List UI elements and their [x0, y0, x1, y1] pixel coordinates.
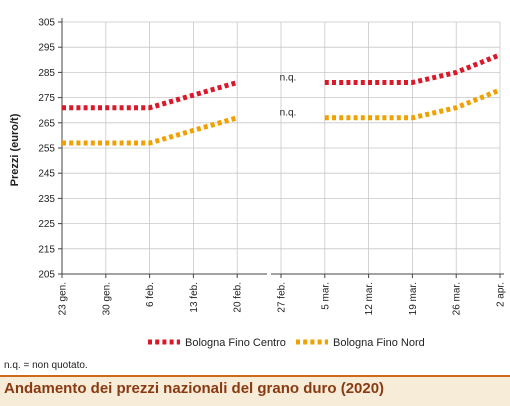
- y-axis-title: Prezzi (euro/t): [9, 113, 21, 186]
- grid: [61, 21, 501, 275]
- x-tick-label: 30 gen.: [101, 282, 112, 315]
- series-line-0: [62, 80, 238, 111]
- y-tick-label: 215: [38, 244, 55, 255]
- series: [62, 52, 501, 146]
- title-bar: Andamento dei prezzi nazionali del grano…: [0, 375, 510, 406]
- footnote: n.q. = non quotato.: [4, 360, 88, 371]
- y-tick-label: 275: [38, 93, 55, 104]
- y-tick-label: 235: [38, 194, 55, 205]
- y-tick-label: 205: [38, 270, 55, 281]
- y-tick-label: 285: [38, 68, 55, 79]
- x-tick-label: 2 apr.: [496, 282, 507, 307]
- y-tick-label: 265: [38, 118, 55, 129]
- nq-annotation: n.q.: [280, 108, 297, 119]
- y-tick-label: 245: [38, 169, 55, 180]
- x-axis-break: [267, 271, 271, 277]
- y-tick-label: 305: [38, 18, 55, 29]
- chart-title: Andamento dei prezzi nazionali del grano…: [4, 380, 385, 397]
- axes: 205 215 225 235 245 255 265 275 285 295 305 23 gen.…: [38, 18, 506, 316]
- y-tick-label: 295: [38, 43, 55, 54]
- legend-label-1: Bologna Fino Nord: [333, 337, 425, 349]
- legend-label-0: Bologna Fino Centro: [185, 337, 286, 349]
- x-tick-label: 23 gen.: [58, 282, 69, 315]
- x-tick-label: 27 feb.: [277, 282, 288, 313]
- series-line-1: [324, 87, 501, 121]
- x-tick-label: 5 mar.: [320, 282, 331, 310]
- series-line-0: [324, 52, 501, 85]
- y-tick-label: 225: [38, 219, 55, 230]
- x-tick-label: 6 feb.: [145, 282, 156, 307]
- x-tick-label: 12 mar.: [364, 282, 375, 315]
- series-line-1: [62, 115, 238, 146]
- x-tick-label: 20 feb.: [233, 282, 244, 313]
- x-tick-label: 19 mar.: [408, 282, 419, 315]
- y-tick-label: 255: [38, 144, 55, 155]
- x-tick-label: 26 mar.: [452, 282, 463, 315]
- chart: 205 215 225 235 245 255 265 275 285 295 305 23 gen.…: [9, 18, 507, 350]
- annotations: n.q. n.q.: [280, 72, 297, 118]
- nq-annotation: n.q.: [280, 72, 297, 83]
- x-tick-label: 13 feb.: [189, 282, 200, 313]
- legend: Bologna Fino Centro Bologna Fino Nord: [148, 337, 425, 349]
